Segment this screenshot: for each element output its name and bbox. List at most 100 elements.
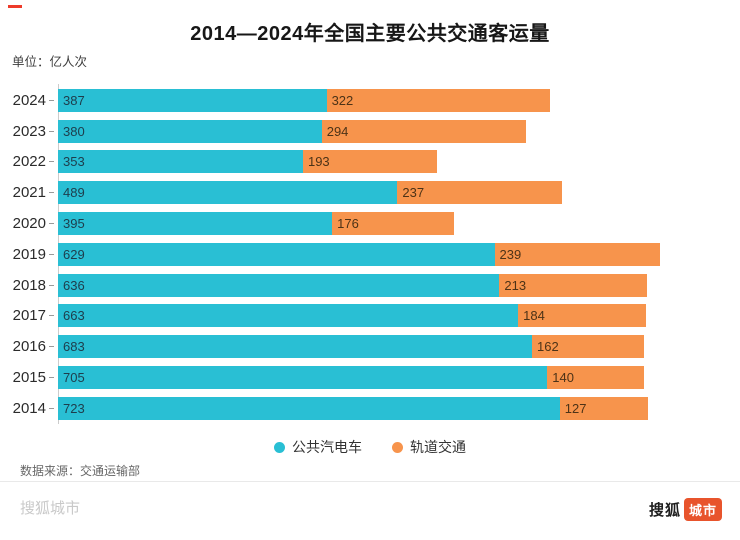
- bar-value-label: 176: [337, 216, 359, 232]
- bar-row: 2024 387 322: [0, 85, 740, 116]
- axis-tick: [49, 223, 54, 225]
- bar-row: 2018 636 213: [0, 270, 740, 301]
- sohu-city-logo: 搜狐 城市: [649, 498, 722, 521]
- bus-bar-segment: 380: [58, 119, 322, 143]
- bar-row: 2023 380 294: [0, 116, 740, 147]
- bus-bar-segment: 387: [58, 88, 327, 112]
- bar-value-label: 683: [63, 339, 85, 355]
- bar-row: 2015 705 140: [0, 362, 740, 393]
- logo-sohu-text: 搜狐: [648, 502, 681, 519]
- axis-tick: [49, 315, 54, 317]
- bus-bar-segment: 636: [58, 273, 500, 297]
- stacked-bar: 387 322: [58, 88, 551, 112]
- bar-value-label: 213: [504, 277, 527, 293]
- stacked-bar: 683 162: [58, 335, 645, 359]
- legend: 公共汽电车 轨道交通: [0, 437, 740, 457]
- year-axis-label: 2014: [12, 399, 46, 417]
- year-axis-label: 2022: [12, 153, 46, 171]
- year-axis-label: 2024: [12, 91, 46, 109]
- axis-tick: [49, 407, 54, 409]
- rail-bar-segment: 184: [518, 304, 646, 328]
- stacked-bar: 353 193: [58, 150, 437, 174]
- stacked-bar: 489 237: [58, 181, 562, 205]
- bar-value-label: 294: [326, 123, 349, 139]
- axis-tick: [49, 377, 54, 379]
- rail-bar-segment: 237: [397, 181, 562, 205]
- rail-bar-segment: 162: [532, 335, 645, 359]
- bar-value-label: 705: [63, 370, 85, 386]
- bar-value-label: 395: [63, 216, 85, 232]
- axis-tick: [49, 161, 54, 163]
- bus-legend-label: 公共汽电车: [292, 439, 362, 455]
- rail-bar-segment: 294: [321, 119, 526, 143]
- bar-value-label: 489: [63, 185, 85, 201]
- year-axis-label: 2019: [12, 245, 46, 263]
- legend-item-rail: 轨道交通: [392, 437, 466, 457]
- rail-bar-segment: 176: [332, 212, 455, 236]
- bus-bar-segment: 629: [58, 242, 495, 266]
- year-axis-label: 2020: [12, 215, 46, 233]
- bar-row: 2016 683 162: [0, 331, 740, 362]
- logo-city-badge: 城市: [683, 498, 722, 521]
- year-axis-label: 2018: [12, 276, 46, 294]
- legend-item-bus: 公共汽电车: [274, 437, 362, 457]
- bar-value-label: 353: [63, 154, 85, 170]
- bar-value-label: 380: [63, 123, 85, 139]
- bus-bar-segment: 723: [58, 396, 560, 420]
- year-axis-label: 2017: [12, 307, 46, 325]
- year-axis-label: 2015: [12, 369, 46, 387]
- bar-row: 2019 629 239: [0, 239, 740, 270]
- bar-value-label: 184: [523, 308, 545, 324]
- rail-legend-label: 轨道交通: [410, 439, 466, 455]
- rail-bar-segment: 239: [494, 242, 661, 266]
- rail-bar-segment: 322: [326, 88, 551, 112]
- year-axis-label: 2021: [12, 184, 46, 202]
- bar-value-label: 322: [331, 92, 354, 108]
- rail-bar-segment: 193: [302, 150, 437, 174]
- year-axis-label: 2016: [12, 338, 46, 356]
- bus-bar-segment: 489: [58, 181, 398, 205]
- bus-bar-segment: 395: [58, 212, 333, 236]
- stacked-bar: 380 294: [58, 119, 526, 143]
- bar-row: 2022 353 193: [0, 147, 740, 178]
- bar-value-label: 162: [537, 339, 559, 355]
- bar-value-label: 193: [307, 154, 330, 170]
- red-corner-marker: [8, 5, 22, 8]
- stacked-bar: 629 239: [58, 242, 661, 266]
- stacked-bar: 663 184: [58, 304, 646, 328]
- bar-value-label: 127: [564, 400, 587, 416]
- stacked-bar: 395 176: [58, 212, 455, 236]
- footer-divider: [0, 481, 740, 482]
- bus-bar-segment: 705: [58, 366, 548, 390]
- bar-value-label: 140: [552, 370, 574, 386]
- rail-legend-dot-icon: [392, 441, 403, 453]
- stacked-bar: 723 127: [58, 396, 648, 420]
- bus-bar-segment: 353: [58, 150, 303, 174]
- axis-tick: [49, 192, 54, 194]
- axis-tick: [49, 253, 54, 255]
- chart-rows: 2024 387 322 2023 380 294 2022 353 193 2021 489 237…: [0, 85, 740, 424]
- bus-bar-segment: 683: [58, 335, 532, 359]
- bus-legend-dot-icon: [274, 441, 285, 453]
- bar-value-label: 237: [402, 185, 425, 201]
- unit-label: 单位：亿人次: [12, 55, 88, 69]
- bar-value-label: 629: [63, 246, 85, 262]
- bar-chart: 2024 387 322 2023 380 294 2022 353 193 2021 489 237…: [0, 84, 740, 425]
- axis-tick: [49, 99, 54, 101]
- bar-value-label: 636: [63, 277, 85, 293]
- rail-bar-segment: 213: [499, 273, 648, 297]
- bar-row: 2020 395 176: [0, 208, 740, 239]
- stacked-bar: 705 140: [58, 366, 645, 390]
- axis-tick: [49, 284, 54, 286]
- watermark-text: 搜狐城市: [20, 500, 81, 517]
- bar-value-label: 723: [63, 400, 85, 416]
- stacked-bar: 636 213: [58, 273, 648, 297]
- bar-value-label: 663: [63, 308, 85, 324]
- axis-tick: [49, 346, 54, 348]
- bar-row: 2014 723 127: [0, 393, 740, 424]
- bar-row: 2017 663 184: [0, 301, 740, 332]
- rail-bar-segment: 140: [547, 366, 645, 390]
- bus-bar-segment: 663: [58, 304, 519, 328]
- chart-title: 2014—2024年全国主要公共交通客运量: [190, 23, 550, 45]
- bar-value-label: 239: [499, 246, 522, 262]
